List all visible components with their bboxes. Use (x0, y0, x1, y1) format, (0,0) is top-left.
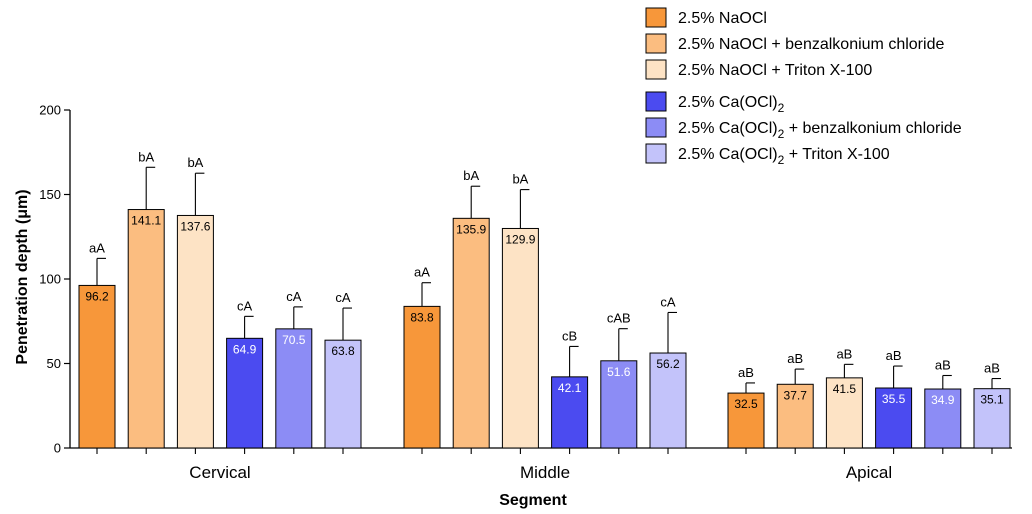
legend-swatch (645, 91, 667, 112)
bars: 96.2 aA 141.1 bA 137.6 bA 64.9 cA 70.5 cA 63.8 cA 83… (78, 149, 1011, 449)
bar-value-label: 63.8 (331, 344, 355, 358)
x-axis-title: Segment (499, 492, 567, 509)
legend-label: 2.5% Ca(OCl)2 + Triton X-100 (678, 146, 890, 167)
bar (452, 217, 490, 449)
significance-letter: cA (335, 290, 351, 305)
significance-letter: bA (138, 149, 154, 164)
bar-value-label: 34.9 (931, 393, 955, 407)
bar (551, 376, 589, 449)
y-tick-label: 0 (54, 441, 61, 456)
significance-letter: bA (512, 172, 528, 187)
bar-value-label: 64.9 (233, 342, 257, 356)
significance-letter: cA (660, 294, 676, 309)
significance-letter: aB (836, 346, 852, 361)
significance-letter: bA (187, 155, 203, 170)
y-tick-label: 50 (47, 356, 61, 371)
legend-label: 2.5% NaOCl + Triton X-100 (678, 62, 872, 79)
y-axis-title: Penetration depth (μm) (14, 189, 31, 364)
significance-letter: aA (89, 240, 105, 255)
significance-letter: cA (286, 289, 302, 304)
y-tick-label: 150 (39, 187, 61, 202)
significance-letter: cAB (607, 311, 631, 326)
bar-value-label: 83.8 (410, 310, 434, 324)
bar (776, 383, 814, 449)
bar-value-label: 137.6 (180, 219, 210, 233)
legend-label: 2.5% NaOCl (678, 10, 767, 27)
bar (275, 328, 313, 449)
legend-label: 2.5% Ca(OCl)2 (678, 94, 785, 115)
bar (973, 388, 1011, 449)
legend-swatch (645, 33, 667, 54)
legend-swatch (645, 59, 667, 80)
bar-value-label: 32.5 (734, 397, 758, 411)
bar (600, 360, 638, 449)
bar-value-label: 56.2 (656, 357, 680, 371)
bar (501, 227, 539, 449)
significance-letter: cB (562, 328, 577, 343)
bar-value-label: 70.5 (282, 333, 306, 347)
bar-value-label: 51.6 (607, 365, 631, 379)
legend-label: 2.5% Ca(OCl)2 + benzalkonium chloride (678, 120, 962, 141)
category-label: Cervical (189, 463, 250, 482)
significance-letter: aB (886, 348, 902, 363)
legend: 2.5% NaOCl 2.5% NaOCl + benzalkonium chlo… (645, 7, 962, 167)
bar (176, 214, 214, 449)
bar-value-label: 42.1 (558, 381, 582, 395)
significance-letter: aB (935, 357, 951, 372)
bar-value-label: 135.9 (456, 222, 486, 236)
bar-value-label: 141.1 (131, 214, 161, 228)
bar (78, 284, 116, 449)
bar (727, 392, 765, 449)
legend-label: 2.5% NaOCl + benzalkonium chloride (678, 36, 944, 53)
bar-value-label: 41.5 (833, 382, 857, 396)
bar (403, 305, 441, 449)
bar-value-label: 37.7 (784, 388, 808, 402)
y-tick-label: 200 (39, 103, 61, 118)
bar-value-label: 35.1 (980, 393, 1004, 407)
legend-swatch (645, 117, 667, 138)
category-label: Apical (846, 463, 892, 482)
significance-letter: aA (414, 265, 430, 280)
significance-letter: aB (787, 351, 803, 366)
legend-swatch (645, 143, 667, 164)
bar-value-label: 129.9 (505, 232, 535, 246)
significance-letter: aB (984, 361, 1000, 376)
bar (226, 337, 264, 449)
significance-letter: aB (738, 365, 754, 380)
significance-letter: cA (237, 298, 253, 313)
bar-value-label: 96.2 (85, 289, 109, 303)
bar (324, 339, 362, 449)
category-label: Middle (520, 463, 570, 482)
bar (875, 387, 913, 449)
legend-swatch (645, 7, 667, 28)
bar (649, 352, 687, 449)
significance-letter: bA (463, 168, 479, 183)
bar (127, 209, 165, 449)
bar (924, 388, 962, 449)
bar (825, 377, 863, 449)
bar-value-label: 35.5 (882, 392, 906, 406)
y-tick-label: 100 (39, 272, 61, 287)
